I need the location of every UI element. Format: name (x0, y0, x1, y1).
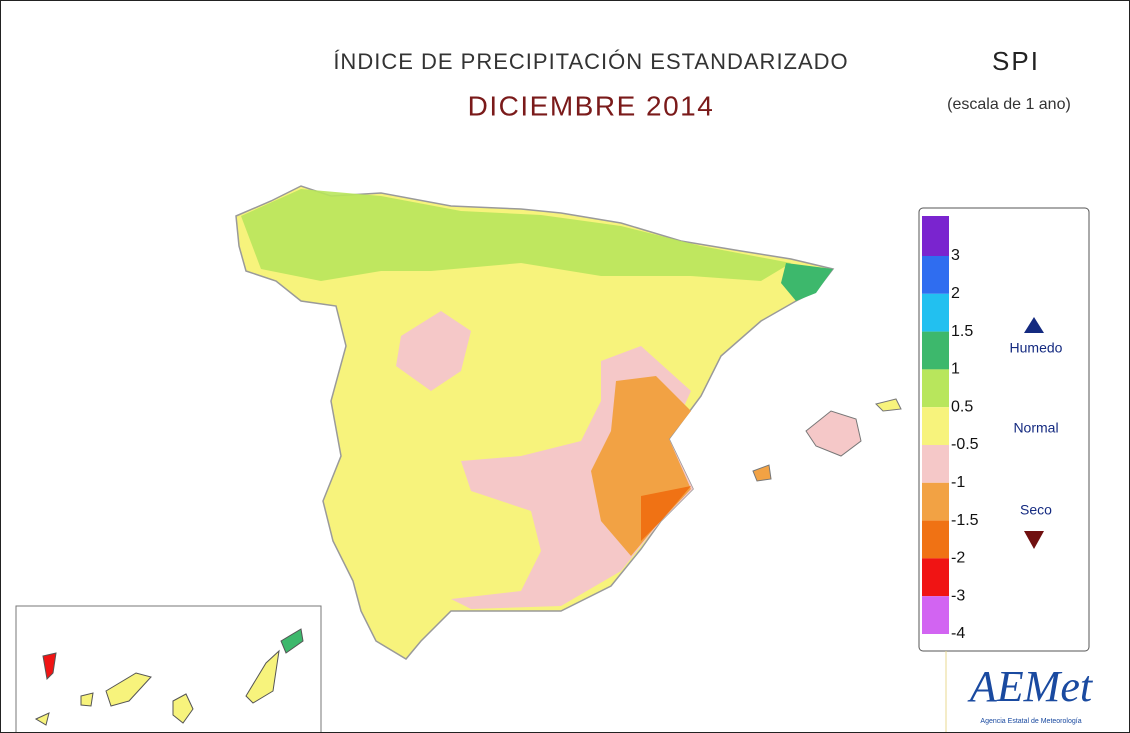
legend-swatch (922, 216, 949, 256)
spain-map (235, 185, 902, 660)
green-north (241, 189, 791, 281)
inset-frame (15, 605, 322, 732)
ibiza (752, 464, 772, 482)
legend-swatch (922, 293, 949, 332)
island (245, 649, 280, 704)
title: ÍNDICE DE PRECIPITACIÓN ESTANDARIZADO (333, 49, 848, 74)
legend: Humedo Normal Seco 3 2 1.5 1 0.5 -0.5 -1 -1.5 -2… (918, 207, 1090, 652)
logo-agency: Agencia Estatal de Meteorología (980, 718, 1081, 725)
legend-swatch (922, 331, 949, 370)
legend-swatch (922, 256, 949, 294)
legend-label: 0.5 (951, 398, 973, 415)
island (105, 672, 152, 707)
wet-label: Humedo (1010, 340, 1063, 356)
mallorca (805, 410, 862, 457)
legend-label: -1 (951, 474, 965, 491)
green-catalonia (781, 263, 833, 301)
dark-orange (641, 486, 691, 541)
logo: AEMet Agencia Estatal de Meteorología (945, 651, 1094, 732)
legend-label: 1.5 (951, 323, 973, 340)
island (34, 712, 50, 726)
dry-label: Seco (1020, 502, 1052, 518)
index-name: SPI (992, 46, 1040, 76)
legend-label: -1.5 (951, 512, 979, 529)
legend-swatch (922, 369, 949, 408)
legend-swatch (922, 520, 949, 559)
legend-swatch (922, 407, 949, 445)
legend-swatch (922, 596, 949, 634)
logo-name: AEMet (967, 662, 1094, 711)
island (80, 692, 94, 707)
island (42, 652, 57, 681)
legend-swatch (922, 445, 949, 483)
scale-note: (escala de 1 ano) (947, 96, 1071, 113)
mainland (235, 185, 835, 660)
island (172, 693, 194, 724)
canary-inset (15, 605, 322, 732)
subtitle: DICIEMBRE 2014 (468, 90, 715, 121)
legend-swatch (922, 558, 949, 597)
legend-label: -3 (951, 587, 965, 604)
pink-west (396, 311, 471, 391)
legend-label: 2 (951, 285, 960, 302)
legend-label: 1 (951, 361, 960, 378)
normal-label: Normal (1013, 420, 1058, 436)
legend-swatch (922, 482, 949, 521)
menorca (875, 398, 902, 412)
legend-label: 3 (951, 247, 960, 264)
legend-label: -0.5 (951, 436, 979, 453)
legend-frame (918, 207, 1090, 652)
legend-label: -2 (951, 550, 965, 567)
dry-arrow (1024, 531, 1044, 549)
island (280, 628, 304, 654)
wet-arrow (1024, 317, 1044, 333)
legend-label: -4 (951, 625, 965, 642)
